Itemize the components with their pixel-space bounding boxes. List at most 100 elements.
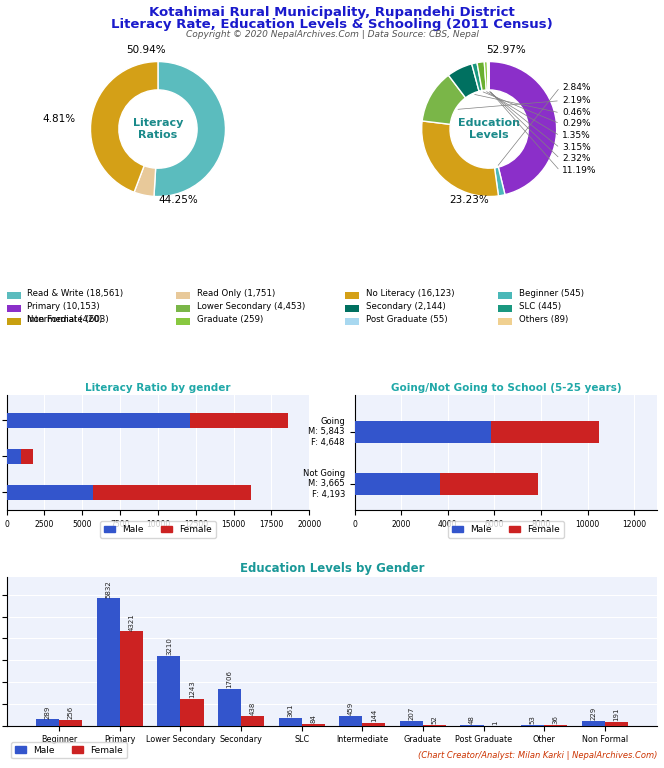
Text: 191: 191 <box>614 707 620 720</box>
Text: Beginner (545): Beginner (545) <box>519 289 584 297</box>
Text: 2.84%: 2.84% <box>562 83 590 91</box>
Bar <box>498 292 512 299</box>
Bar <box>120 631 143 726</box>
Bar <box>363 723 385 726</box>
Bar <box>21 449 33 464</box>
Text: 52.97%: 52.97% <box>486 45 526 55</box>
Bar <box>339 716 363 726</box>
Bar <box>7 318 21 325</box>
Bar <box>544 725 567 726</box>
Text: Others (89): Others (89) <box>519 315 568 323</box>
Bar <box>157 656 181 726</box>
Text: Copyright © 2020 NepalArchives.Com | Data Source: CBS, Nepal: Copyright © 2020 NepalArchives.Com | Dat… <box>185 30 479 39</box>
Text: 50.94%: 50.94% <box>126 45 165 55</box>
Text: 289: 289 <box>44 705 50 719</box>
Legend: Male, Female: Male, Female <box>100 521 216 538</box>
Bar <box>400 721 423 726</box>
Text: Literacy Rate, Education Levels & Schooling (2011 Census): Literacy Rate, Education Levels & School… <box>111 18 553 31</box>
Bar <box>37 720 59 726</box>
Text: 1.35%: 1.35% <box>562 131 591 141</box>
Bar <box>345 305 359 312</box>
Text: 0.46%: 0.46% <box>562 108 591 118</box>
Wedge shape <box>489 61 556 194</box>
Bar <box>176 305 190 312</box>
Text: Primary (10,153): Primary (10,153) <box>27 302 100 310</box>
Text: Post Graduate (55): Post Graduate (55) <box>366 315 448 323</box>
Bar <box>423 725 446 726</box>
Bar <box>301 724 325 726</box>
Bar <box>59 720 82 726</box>
Text: 44.25%: 44.25% <box>158 195 198 205</box>
Wedge shape <box>471 63 482 91</box>
Legend: Male, Female: Male, Female <box>11 742 127 758</box>
Text: 2.19%: 2.19% <box>562 96 591 105</box>
Text: 207: 207 <box>408 707 414 720</box>
Bar <box>7 292 21 299</box>
Bar <box>521 724 544 726</box>
Text: 4321: 4321 <box>128 613 134 631</box>
Text: 84: 84 <box>310 714 316 723</box>
Bar <box>498 318 512 325</box>
Text: Intermediate (603): Intermediate (603) <box>27 315 109 323</box>
Wedge shape <box>134 166 155 197</box>
Bar <box>461 725 483 726</box>
Bar <box>94 485 250 500</box>
Wedge shape <box>422 75 465 124</box>
Text: 229: 229 <box>590 707 596 720</box>
Text: Education
Levels: Education Levels <box>458 118 520 140</box>
Bar <box>498 305 512 312</box>
Text: 438: 438 <box>250 702 256 715</box>
Bar <box>605 722 627 726</box>
Text: 1706: 1706 <box>226 670 232 687</box>
Bar <box>345 292 359 299</box>
Bar <box>176 318 190 325</box>
Wedge shape <box>448 64 479 98</box>
Bar <box>345 318 359 325</box>
Bar <box>355 421 491 442</box>
Wedge shape <box>90 61 158 192</box>
Text: No Literacy (16,123): No Literacy (16,123) <box>366 289 454 297</box>
Text: Read & Write (18,561): Read & Write (18,561) <box>27 289 124 297</box>
Bar <box>491 421 599 442</box>
Text: Lower Secondary (4,453): Lower Secondary (4,453) <box>197 302 305 310</box>
Text: 5832: 5832 <box>106 580 112 598</box>
Text: 1243: 1243 <box>189 680 195 698</box>
Text: 144: 144 <box>371 709 377 722</box>
Text: 11.19%: 11.19% <box>562 167 596 175</box>
Bar <box>241 717 264 726</box>
Bar <box>7 449 21 464</box>
Bar <box>7 485 94 500</box>
Text: 3.15%: 3.15% <box>562 144 591 153</box>
Text: 459: 459 <box>348 702 354 715</box>
Wedge shape <box>422 121 499 197</box>
Text: SLC (445): SLC (445) <box>519 302 561 310</box>
Wedge shape <box>488 61 489 90</box>
Bar <box>97 598 120 726</box>
Bar <box>176 292 190 299</box>
Text: (Chart Creator/Analyst: Milan Karki | NepalArchives.Com): (Chart Creator/Analyst: Milan Karki | Ne… <box>418 751 657 760</box>
Text: 53: 53 <box>530 715 536 723</box>
Wedge shape <box>154 61 226 197</box>
Bar <box>181 699 203 726</box>
Text: Graduate (259): Graduate (259) <box>197 315 263 323</box>
Bar <box>7 318 21 325</box>
Text: Literacy
Ratios: Literacy Ratios <box>133 118 183 140</box>
Text: 1: 1 <box>492 720 498 725</box>
Text: 52: 52 <box>432 715 438 723</box>
Text: Secondary (2,144): Secondary (2,144) <box>366 302 446 310</box>
Text: 361: 361 <box>287 703 293 717</box>
Bar <box>190 413 288 428</box>
Bar <box>582 720 605 726</box>
Wedge shape <box>484 61 488 90</box>
Bar <box>7 305 21 312</box>
Text: Non Formal (420): Non Formal (420) <box>27 315 103 323</box>
Text: 2.32%: 2.32% <box>562 154 590 164</box>
Title: Education Levels by Gender: Education Levels by Gender <box>240 561 424 574</box>
Bar <box>218 688 241 726</box>
Text: 23.23%: 23.23% <box>449 195 489 205</box>
Text: 4.81%: 4.81% <box>42 114 76 124</box>
Text: 0.29%: 0.29% <box>562 119 591 128</box>
Text: Kotahimai Rural Municipality, Rupandehi District: Kotahimai Rural Municipality, Rupandehi … <box>149 6 515 19</box>
Text: 256: 256 <box>68 706 74 720</box>
Title: Literacy Ratio by gender: Literacy Ratio by gender <box>85 383 230 393</box>
